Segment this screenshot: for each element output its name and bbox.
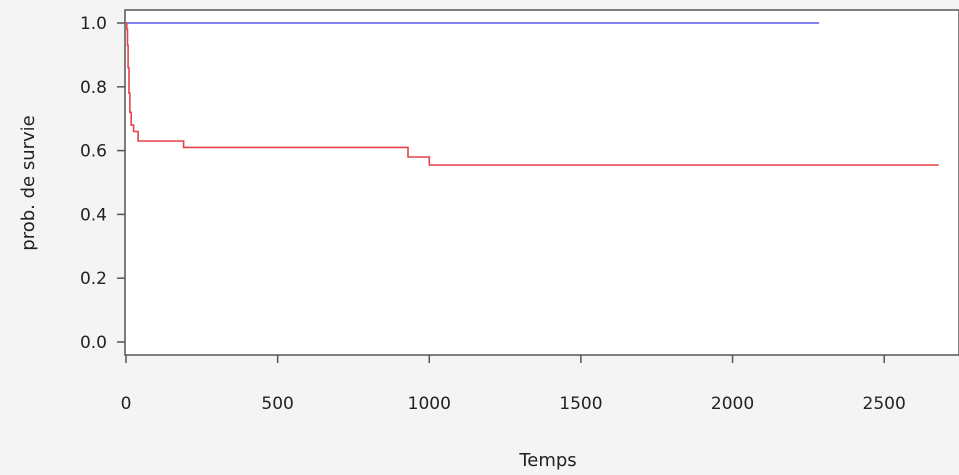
- x-axis: 0 500 1000 1500 2000 2500: [121, 355, 906, 414]
- x-tick-label: 1500: [559, 394, 602, 414]
- x-axis-title: Temps: [518, 450, 576, 471]
- y-axis-title: prob. de survie: [18, 115, 39, 250]
- y-tick-label: 0.8: [80, 78, 107, 98]
- series-line-1: [126, 22, 939, 166]
- y-tick-label: 1.0: [80, 14, 107, 34]
- plot-frame: [124, 9, 959, 356]
- y-tick-label: 0.2: [80, 269, 107, 289]
- series-layer: [126, 22, 939, 166]
- x-tick-label: 2000: [711, 394, 754, 414]
- y-tick-label: 0.4: [80, 205, 107, 225]
- y-tick-label: 0.0: [80, 333, 107, 353]
- x-tick-label: 2500: [863, 394, 906, 414]
- x-tick-label: 0: [121, 394, 132, 414]
- x-tick-label: 500: [261, 394, 293, 414]
- y-tick-label: 0.6: [80, 142, 107, 162]
- y-axis: 0.0 0.2 0.4 0.6 0.8 1.0: [80, 14, 125, 353]
- x-tick-label: 1000: [408, 394, 451, 414]
